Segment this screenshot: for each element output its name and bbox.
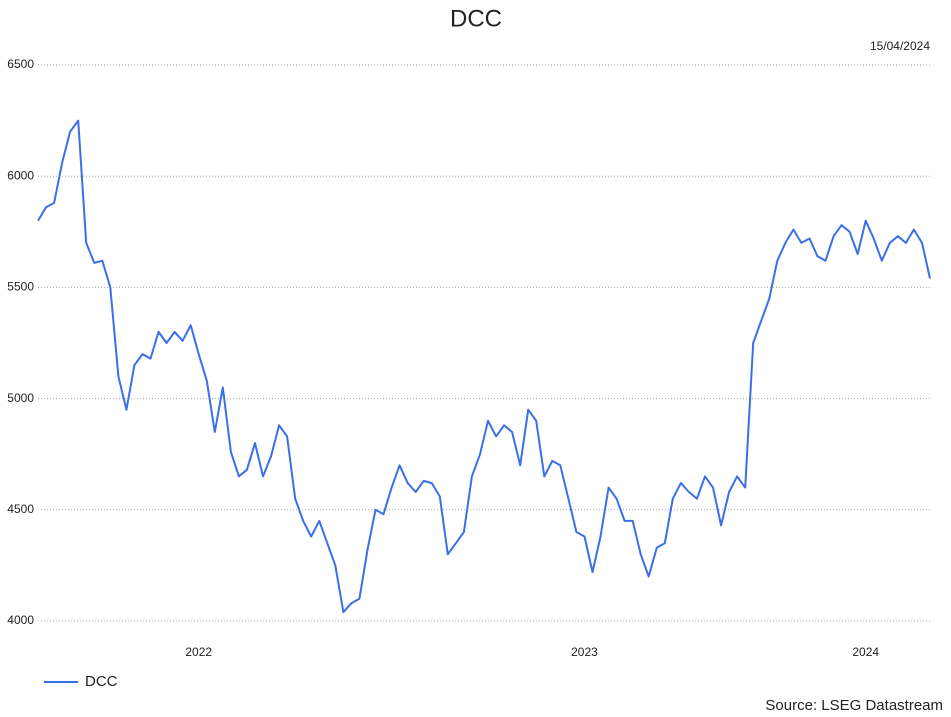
y-tick-label: 5000 [7,391,34,405]
y-tick-label: 6500 [7,57,34,71]
y-tick-label: 4500 [7,502,34,516]
date-label: 15/04/2024 [870,39,930,53]
chart-title: DCC [450,5,502,32]
y-tick-label: 5500 [7,280,34,294]
legend-label: DCC [85,673,118,690]
y-tick-label: 4000 [7,613,34,627]
x-tick-label: 2023 [571,645,598,659]
y-tick-label: 6000 [7,168,34,182]
data-line [37,119,931,614]
x-tick-label: 2022 [185,645,212,659]
source-label: Source: LSEG Datastream [765,697,943,714]
x-tick-label: 2024 [852,645,879,659]
